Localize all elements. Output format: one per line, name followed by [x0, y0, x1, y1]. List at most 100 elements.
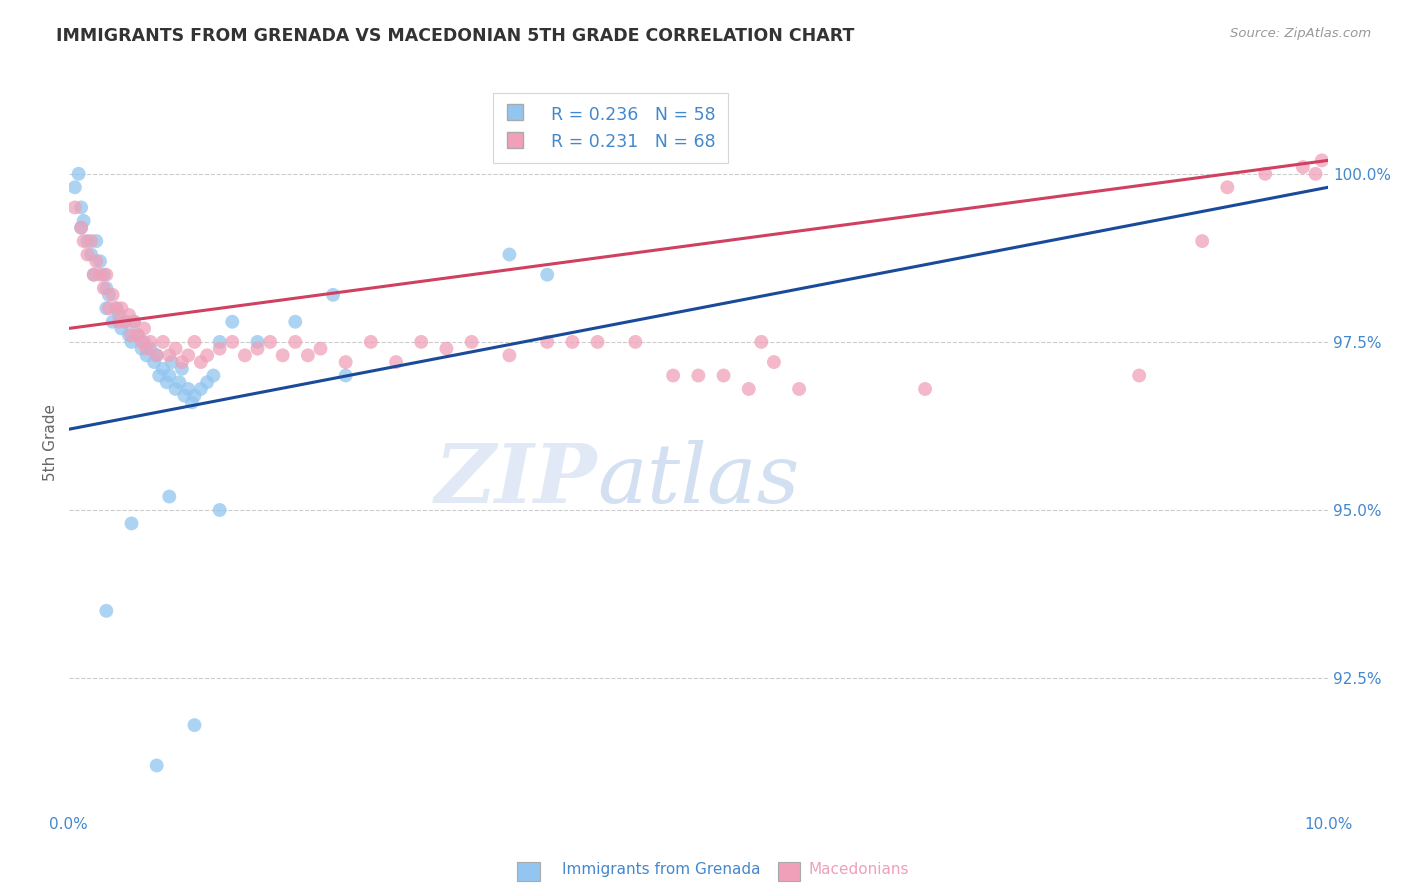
Point — [93, 281, 115, 295]
Point — [1305, 167, 1327, 181]
Point — [221, 334, 243, 349]
Point — [662, 368, 685, 383]
Point — [84, 234, 107, 248]
Point — [160, 355, 183, 369]
Point — [89, 254, 111, 268]
Point — [108, 308, 131, 322]
Point — [202, 368, 225, 383]
Point — [122, 315, 145, 329]
Point — [1128, 368, 1150, 383]
Point — [749, 334, 772, 349]
Point — [118, 328, 141, 343]
Point — [195, 348, 218, 362]
Point — [70, 201, 93, 215]
Point — [83, 268, 105, 282]
Point — [127, 328, 149, 343]
Point — [122, 315, 145, 329]
Point — [157, 368, 180, 383]
Point — [183, 718, 205, 732]
Point — [309, 342, 332, 356]
Point — [110, 301, 132, 316]
Point — [498, 348, 520, 362]
Text: Macedonians: Macedonians — [808, 863, 908, 877]
Point — [208, 342, 231, 356]
Point — [177, 382, 200, 396]
Point — [536, 268, 558, 282]
Point — [131, 342, 153, 356]
Point — [157, 490, 180, 504]
Point — [1310, 153, 1333, 168]
Point — [105, 301, 128, 316]
Point — [67, 167, 90, 181]
Point — [80, 247, 103, 261]
Point — [297, 348, 319, 362]
Point — [63, 180, 86, 194]
Point — [271, 348, 294, 362]
Point — [121, 334, 143, 349]
Point — [72, 214, 94, 228]
Point — [460, 334, 482, 349]
Point — [83, 268, 105, 282]
Point — [536, 334, 558, 349]
Point — [97, 288, 120, 302]
Point — [259, 334, 281, 349]
Point — [148, 368, 170, 383]
Text: Source: ZipAtlas.com: Source: ZipAtlas.com — [1230, 27, 1371, 40]
Point — [135, 342, 157, 356]
Point — [181, 395, 204, 409]
Point — [688, 368, 710, 383]
Text: IMMIGRANTS FROM GRENADA VS MACEDONIAN 5TH GRADE CORRELATION CHART: IMMIGRANTS FROM GRENADA VS MACEDONIAN 5T… — [56, 27, 855, 45]
Point — [121, 516, 143, 531]
Point — [96, 604, 118, 618]
Point — [498, 247, 520, 261]
Point — [335, 355, 357, 369]
Point — [76, 234, 98, 248]
Point — [135, 348, 157, 362]
Point — [76, 247, 98, 261]
Point — [145, 348, 167, 362]
Point — [145, 758, 167, 772]
Y-axis label: 5th Grade: 5th Grade — [44, 404, 58, 482]
Point — [96, 268, 118, 282]
Point — [169, 376, 191, 390]
Point — [246, 334, 269, 349]
Point — [335, 368, 357, 383]
Point — [1254, 167, 1277, 181]
Point — [97, 301, 120, 316]
Point — [183, 334, 205, 349]
Point — [152, 334, 174, 349]
Point — [1191, 234, 1213, 248]
Text: atlas: atlas — [598, 440, 800, 520]
Point — [713, 368, 735, 383]
Point — [322, 288, 344, 302]
Point — [110, 321, 132, 335]
Point — [436, 342, 458, 356]
Point — [411, 334, 433, 349]
Point — [233, 348, 256, 362]
Point — [101, 288, 124, 302]
Point — [131, 334, 153, 349]
Point — [1216, 180, 1239, 194]
Point — [70, 220, 93, 235]
Point — [96, 301, 118, 316]
Point — [121, 328, 143, 343]
Point — [145, 348, 167, 362]
Point — [165, 342, 187, 356]
Point — [787, 382, 810, 396]
Point — [96, 281, 118, 295]
Point — [72, 234, 94, 248]
Point — [208, 334, 231, 349]
Point — [360, 334, 382, 349]
Point — [132, 321, 155, 335]
Point — [143, 355, 166, 369]
Point — [105, 301, 128, 316]
Point — [385, 355, 408, 369]
Point — [246, 342, 269, 356]
Point — [165, 382, 187, 396]
Point — [152, 361, 174, 376]
Point — [93, 268, 115, 282]
Point — [139, 334, 162, 349]
Point — [624, 334, 647, 349]
Point — [139, 342, 162, 356]
Point — [1292, 160, 1315, 174]
